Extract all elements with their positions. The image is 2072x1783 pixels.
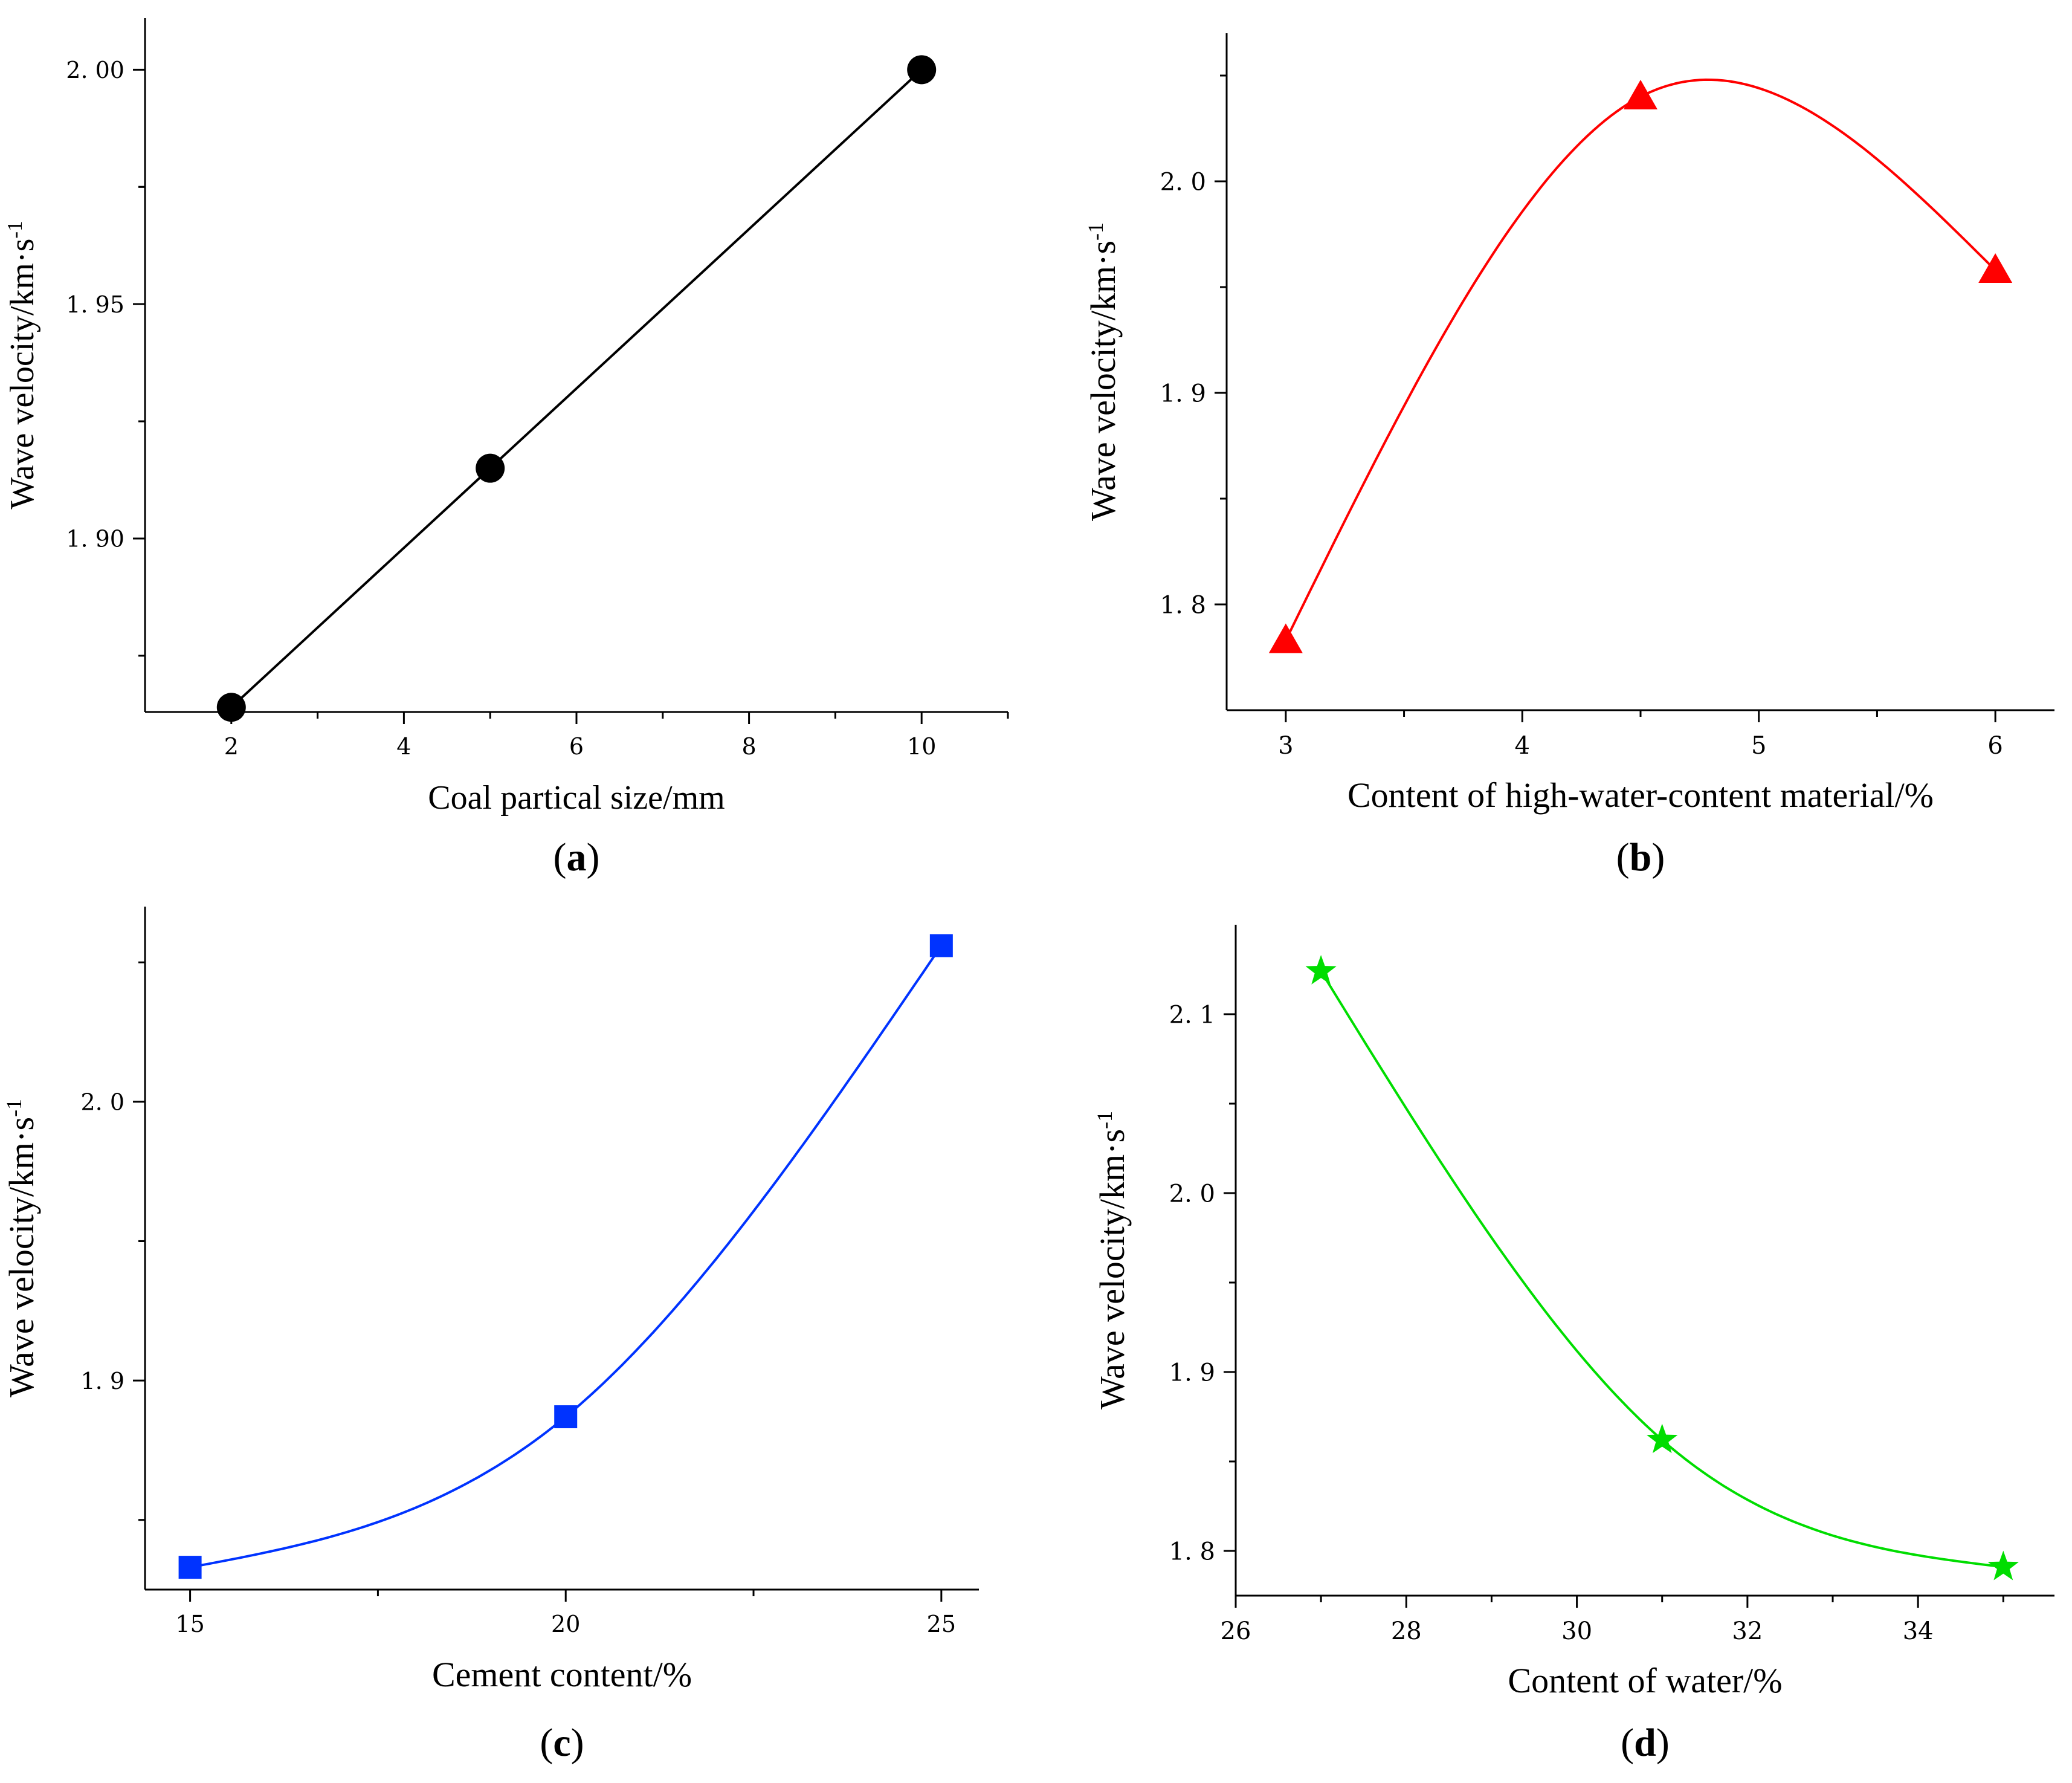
y-axis-title-superscript: -1 [1092,1111,1117,1129]
y-axis-title-superscript: -1 [2,1099,26,1117]
y-tick-label: 1. 9 [1160,380,1206,407]
panel-label-close: ) [587,835,600,879]
x-tick-label: 25 [927,1611,956,1637]
y-axis-title: Wave velocity/km·s-1 [3,221,42,509]
data-point [1647,1423,1678,1454]
panel-label: (b) [1616,835,1665,879]
x-tick-label: 8 [742,733,757,760]
panel-label-letter: a [567,835,587,879]
x-tick-label: 5 [1751,732,1766,760]
panel-label-open: ( [540,1721,553,1765]
panel-label: (d) [1621,1721,1670,1765]
panel-label-close: ) [571,1721,584,1765]
x-axis-title: Content of water/% [1508,1661,1782,1700]
y-axis-title-text: Wave velocity/km·s [1092,1129,1132,1409]
y-tick-label: 1. 9 [1169,1359,1215,1387]
data-point [216,693,246,722]
x-tick-label: 4 [1515,732,1530,760]
x-tick-label: 28 [1391,1617,1422,1645]
x-tick-label: 15 [175,1611,204,1637]
y-axis-title-superscript: -1 [3,221,27,238]
x-axis-title: Coal partical size/mm [428,779,725,817]
y-axis-title-text: Wave velocity/km·s [2,1117,41,1397]
panel-label-letter: d [1634,1721,1656,1765]
series-line [230,68,923,708]
x-tick-label: 26 [1221,1617,1251,1645]
y-axis-title: Wave velocity/km·s-1 [2,1099,41,1397]
data-point [1305,955,1337,985]
panel-label: (c) [540,1721,584,1765]
y-tick-label: 2. 0 [1160,168,1206,196]
chart-panel-a: 2 4 6 8 10 1. 90 1. 95 2. 00 Coal partical size/… [3,18,1009,879]
x-tick-label: 4 [396,733,411,760]
y-tick-label: 2. 0 [1169,1180,1215,1208]
y-axis-title: Wave velocity/km·s-1 [1083,222,1123,521]
data-point [929,934,953,957]
panel-label-close: ) [1656,1721,1670,1765]
chart-panel-d: 26 28 30 32 34 1. 8 1. 9 2. 0 2. 1 Content of wat… [1092,925,2054,1765]
data-point [1987,1550,2019,1581]
y-tick-label: 2. 0 [80,1089,124,1116]
data-point [1978,253,2013,283]
chart-panel-c: 15 20 25 1. 9 2. 0 Cement content/% Wave veloc… [2,907,979,1765]
x-tick-label: 20 [551,1611,580,1637]
panel-label-letter: b [1630,835,1652,879]
panel-label: (a) [554,835,600,879]
y-tick-label: 1. 8 [1169,1538,1215,1565]
x-axis-title: Content of high-water-content material/% [1347,775,1934,815]
data-point [554,1405,578,1429]
x-tick-label: 3 [1278,732,1293,760]
panel-label-open: ( [1616,835,1630,879]
y-axis-title-superscript: -1 [1083,222,1108,241]
panel-label-open: ( [554,835,567,879]
panel-label-close: ) [1651,835,1665,879]
y-tick-label: 2. 1 [1169,1001,1215,1029]
x-tick-label: 34 [1903,1617,1934,1645]
series-line [1285,78,1996,641]
y-tick-label: 1. 8 [1160,591,1206,619]
chart-panel-b: 3 4 5 6 1. 8 1. 9 2. 0 Content of high-water-co… [1083,33,2054,879]
y-tick-label: 1. 9 [80,1368,124,1394]
x-axis-title: Cement content/% [432,1655,692,1694]
x-tick-label: 6 [569,733,584,760]
y-tick-label: 1. 95 [66,291,124,318]
y-axis-title-text: Wave velocity/km·s [1083,241,1123,521]
x-tick-label: 10 [907,733,936,760]
data-point [1268,623,1303,653]
x-tick-label: 32 [1732,1617,1763,1645]
x-tick-label: 30 [1561,1617,1592,1645]
data-point [178,1556,202,1579]
series-line [1320,970,2004,1568]
x-tick-label: 6 [1987,732,2003,760]
y-axis-title-text: Wave velocity/km·s [4,239,41,510]
x-tick-label: 2 [224,733,239,760]
data-point [907,55,937,85]
panel-label-open: ( [1621,1721,1634,1765]
y-tick-label: 2. 00 [66,57,124,83]
data-point [1624,80,1657,109]
series-line [190,945,943,1569]
y-axis-title: Wave velocity/km·s-1 [1092,1111,1132,1409]
panel-label-letter: c [553,1721,570,1765]
data-point [476,453,505,483]
y-tick-label: 1. 90 [66,526,124,552]
